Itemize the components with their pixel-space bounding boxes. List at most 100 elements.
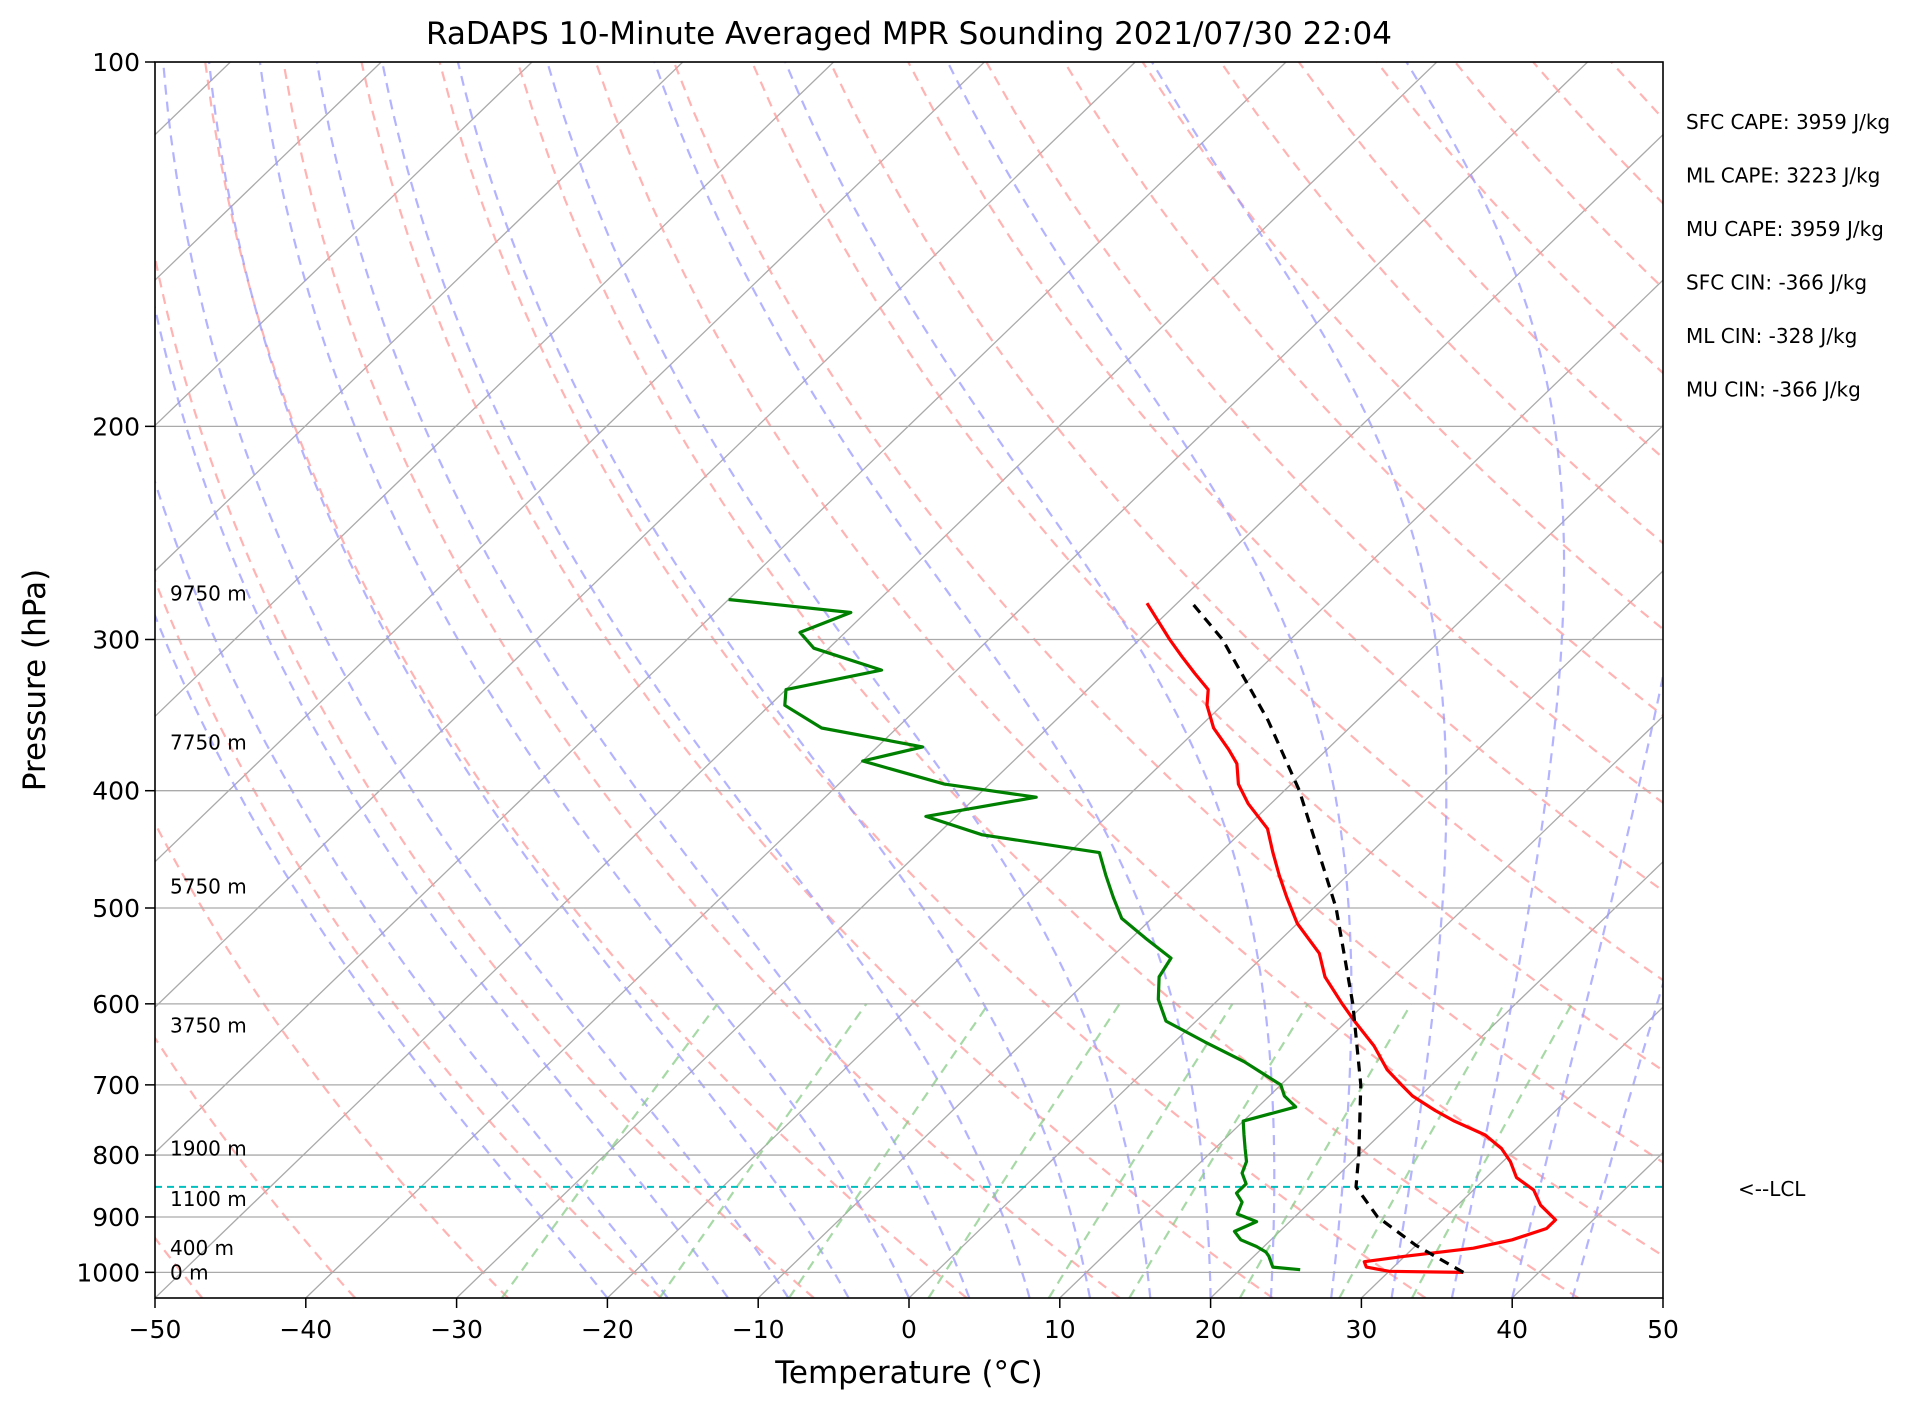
mixing-ratio-line [1411,1003,1573,1298]
dewpoint-line [728,597,1301,1272]
isotherm-line [155,62,835,718]
moist-adiabat-line [1405,62,1566,1298]
dry-adiabat-line [594,62,1663,1257]
dry-adiabat-line [516,62,1580,1298]
dry-adiabat-line [1610,62,1663,120]
height-label: 9750 m [170,582,247,606]
moist-adiabat-line [1151,62,1448,1298]
moist-adiabat-line [162,62,790,1298]
height-labels: 9750 m 7750 m 5750 m 3750 m 1900 m 1100 m 400 … [170,582,247,1285]
dry-adiabat-line [985,62,1663,805]
isotherm-line [1511,1151,1663,1298]
dry-adiabat-line [204,62,968,1298]
dry-adiabat-line [282,62,1121,1298]
x-tick-label: 10 [1044,1315,1076,1344]
height-label: 7750 m [170,731,247,755]
height-label: 5750 m [170,875,247,899]
stability-annotation: SFC CIN: -366 J/kg [1686,271,1867,295]
moist-adiabat-line [155,478,669,1298]
dry-adiabat-line [1767,62,1925,1298]
y-tick-label: 500 [92,894,140,923]
isotherm-line [305,62,1589,1298]
dry-adiabat-line [155,252,815,1298]
stability-annotation: MU CIN: -366 J/kg [1686,378,1861,402]
stability-annotation: MU CAPE: 3959 J/kg [1686,217,1884,241]
x-axis: −50 −40 −30 −20 −10 0 10 20 30 40 50 [129,1298,1679,1344]
moist-adiabat-line [456,62,1092,1298]
moist-adiabat-line [946,62,1353,1298]
isotherm-line [606,279,1663,1298]
moist-adiabat-line [258,62,910,1298]
isotherm-line [908,570,1663,1298]
dry-adiabat-line [750,62,1663,1072]
dry-adiabat-line [155,577,662,1298]
dry-adiabat-line [438,62,1427,1298]
parcel-profile-line [1190,602,1465,1274]
y-axis-label: Pressure (hPa) [17,569,53,791]
moist-adiabat-line [1511,670,1663,1298]
temperature-line [1145,602,1558,1274]
isotherm-line [1662,1297,1663,1298]
x-tick-label: −50 [129,1315,182,1344]
moist-adiabat-line [208,62,850,1298]
y-tick-label: 300 [92,625,140,654]
dry-adiabat-line [907,62,1663,893]
dry-adiabat-line [1219,62,1663,545]
mixing-ratio-line [788,1003,990,1298]
isotherm-line [155,62,1136,1009]
background-lines [155,62,1925,1298]
dry-adiabat-line [1532,62,1663,205]
y-tick-label: 200 [92,412,140,441]
moist-adiabat-line [155,303,729,1298]
pressure-gridlines [155,62,1663,1274]
dry-adiabat-line [1846,62,1925,1298]
lcl-label: <--LCL [1738,1177,1806,1201]
moist-adiabat-line [784,62,1276,1298]
y-axis: 100 200 300 400 500 600 700 800 900 1000 [76,48,155,1287]
mixing-ratio-line [1047,1003,1234,1298]
y-tick-label: 400 [92,777,140,806]
isotherm-line [155,62,382,282]
sounding-series [728,597,1558,1274]
isotherm-line [155,62,1287,1154]
mixing-ratio-line [927,1003,1121,1298]
x-tick-label: 40 [1496,1315,1528,1344]
dry-adiabat-line [1063,62,1663,717]
stability-annotation: ML CIN: -328 J/kg [1686,324,1857,348]
moist-adiabat-line [381,62,1031,1298]
isotherm-line [1059,715,1663,1298]
isotherm-line [1210,860,1663,1298]
moist-adiabat-line [653,62,1212,1298]
y-tick-label: 1000 [76,1258,140,1287]
dry-adiabat-line [829,62,1663,982]
y-tick-label: 700 [92,1071,140,1100]
dry-adiabat-line [360,62,1274,1298]
dry-adiabat-line [1689,62,1925,1298]
moist-adiabat-line [546,62,1152,1298]
isotherm-line [1360,1006,1663,1298]
isotherm-line [757,424,1663,1298]
x-tick-label: 30 [1345,1315,1377,1344]
stability-annotation: SFC CAPE: 3959 J/kg [1686,110,1890,134]
x-tick-label: 20 [1195,1315,1227,1344]
dry-adiabat-line [1376,62,1663,375]
moist-adiabat-line [315,62,971,1298]
height-label: 1900 m [170,1136,247,1160]
height-label: 3750 m [170,1013,247,1037]
dry-adiabat-line [1297,62,1663,460]
height-label: 400 m [170,1236,234,1260]
x-tick-label: 0 [901,1315,917,1344]
height-label: 0 m [170,1260,209,1284]
dry-adiabat-line [155,821,509,1298]
moist-adiabat-line [1571,980,1663,1298]
dry-adiabat-line [1141,62,1663,631]
stability-annotations: SFC CAPE: 3959 J/kg ML CAPE: 3223 J/kg MU … [1686,110,1890,402]
y-tick-label: 100 [92,48,140,77]
x-tick-label: −30 [430,1315,483,1344]
chart-title: RaDAPS 10-Minute Averaged MPR Sounding 2… [426,16,1392,52]
x-tick-label: −20 [581,1315,634,1344]
x-tick-label: −40 [279,1315,332,1344]
isotherm-line [456,133,1663,1298]
isotherm-line [155,62,684,572]
